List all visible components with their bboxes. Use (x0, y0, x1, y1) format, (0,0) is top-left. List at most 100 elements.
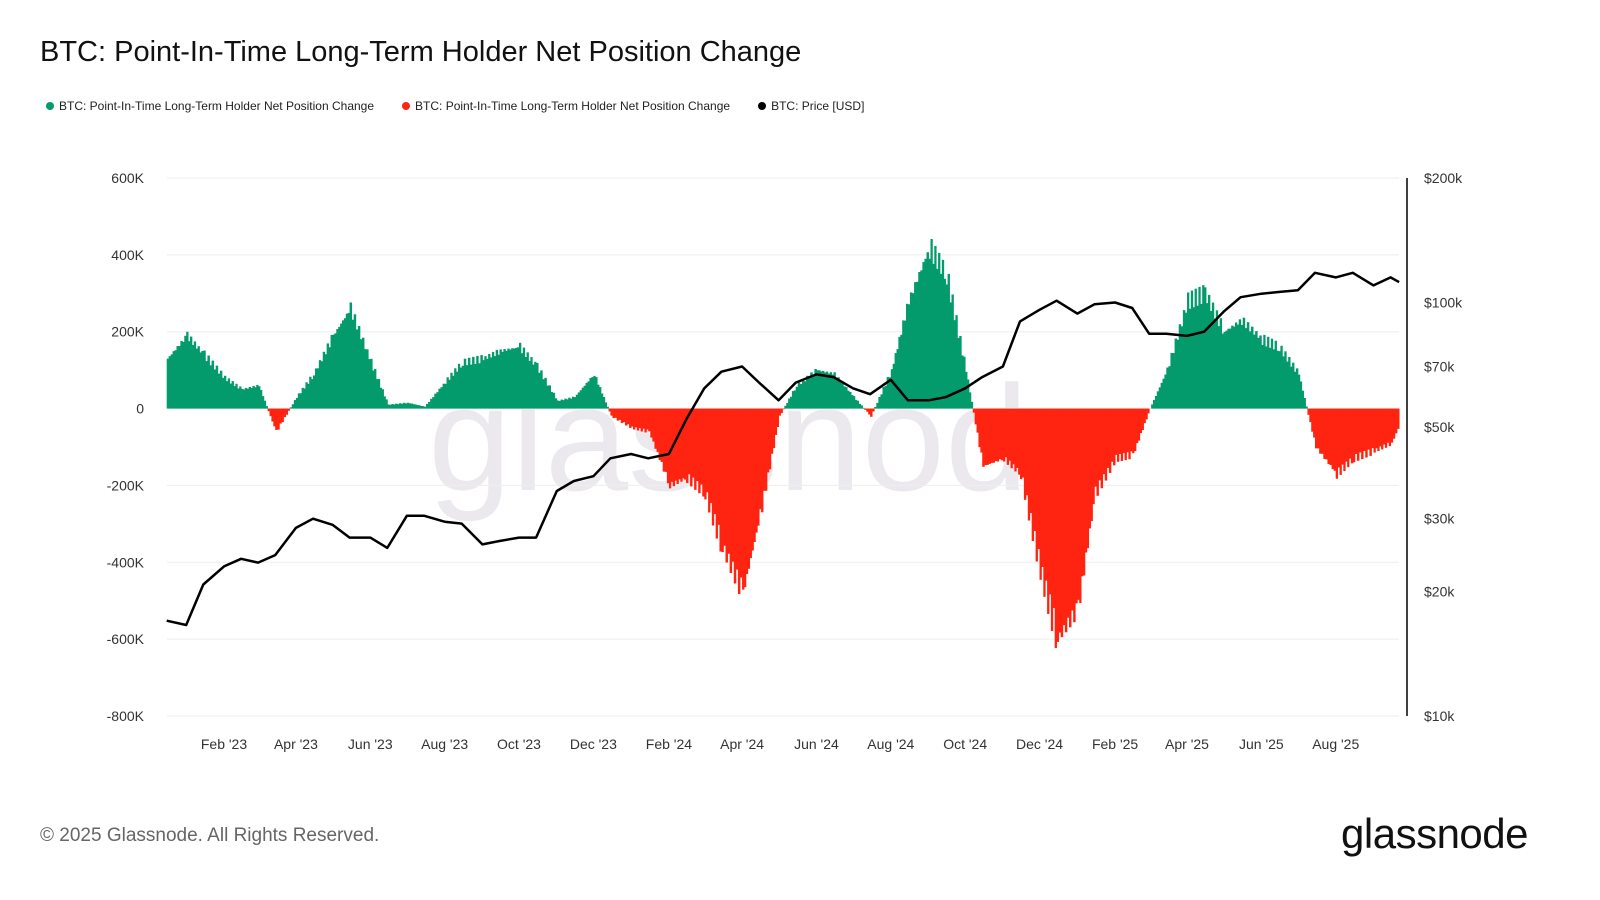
net-bar-positive (168, 356, 172, 409)
net-bar-negative (634, 408, 638, 428)
net-bar-positive (399, 403, 402, 409)
net-bar-positive (862, 407, 865, 409)
net-bar-positive (522, 347, 526, 409)
net-bar-negative (648, 408, 651, 432)
net-bar-positive (440, 387, 443, 409)
legend-item-positive[interactable]: BTC: Point-In-Time Long-Term Holder Net … (46, 99, 374, 113)
net-bar-positive (1174, 338, 1178, 409)
net-bar-positive (593, 375, 596, 409)
net-bar-negative (1041, 408, 1044, 567)
net-bar-negative (281, 408, 284, 423)
net-bar-negative (646, 408, 649, 430)
net-bar-positive (886, 377, 890, 409)
net-bar-positive (361, 337, 365, 409)
net-bar-positive (801, 379, 805, 409)
net-bar-positive (912, 293, 915, 409)
net-bar-negative (1356, 408, 1360, 461)
net-bar-positive (957, 337, 960, 409)
net-bar-positive (947, 273, 950, 409)
net-bar-positive (1234, 322, 1238, 409)
net-bar-positive (806, 375, 809, 409)
net-bar-negative (740, 408, 743, 578)
net-bar-positive (463, 358, 467, 409)
net-bar-positive (505, 350, 508, 409)
net-bar-negative (1075, 408, 1078, 604)
net-bar-negative (620, 408, 624, 424)
net-bar-positive (1162, 378, 1165, 409)
net-bar-positive (1246, 322, 1250, 409)
net-bar-negative (763, 408, 766, 491)
net-bar-negative (1066, 408, 1070, 618)
net-bar-positive (793, 390, 797, 409)
net-bar-positive (1170, 352, 1173, 409)
net-bar-positive (186, 331, 189, 409)
legend-label: BTC: Point-In-Time Long-Term Holder Net … (59, 99, 375, 113)
net-bar-positive (808, 378, 811, 409)
legend-item-negative[interactable]: BTC: Point-In-Time Long-Term Holder Net … (402, 99, 730, 113)
legend-label: BTC: Point-In-Time Long-Term Holder Net … (415, 99, 731, 113)
net-bar-negative (654, 408, 657, 449)
net-bar-positive (221, 377, 225, 409)
net-bar-positive (1280, 345, 1283, 409)
net-bar-positive (418, 405, 421, 409)
axes: 600K 400K 200K 0 -200K -400K -600K -800K $200k $1… (107, 170, 1464, 752)
net-bar-negative (1307, 408, 1310, 415)
net-bar-negative (1349, 408, 1352, 459)
net-bar-positive (420, 405, 423, 409)
net-bar-negative (972, 408, 976, 413)
net-bar-negative (1048, 408, 1052, 595)
net-bar-positive (540, 370, 543, 409)
net-bar-negative (612, 408, 615, 419)
net-bar-negative (1390, 408, 1394, 443)
net-bar-positive (1194, 288, 1197, 409)
net-bar-negative (1384, 408, 1388, 448)
net-bar-positive (1248, 331, 1252, 409)
net-bar-positive (242, 389, 246, 409)
net-bar-positive (552, 392, 556, 409)
net-bar-positive (1164, 374, 1167, 409)
net-bar-positive (791, 391, 795, 409)
net-bar-negative (774, 408, 778, 435)
net-bar-positive (518, 342, 522, 409)
net-bar-positive (190, 336, 193, 409)
net-bar-positive (197, 346, 200, 409)
legend-item-price[interactable]: BTC: Price [USD] (758, 99, 864, 113)
net-bar-negative (610, 408, 613, 416)
net-bar-negative (1137, 408, 1141, 441)
net-bar-positive (229, 383, 232, 409)
net-bar-negative (283, 408, 286, 418)
net-bar-positive (581, 387, 585, 409)
net-bar-positive (532, 364, 535, 409)
net-bar-positive (570, 398, 573, 409)
net-bar-negative (735, 408, 739, 570)
net-bar-positive (534, 361, 537, 409)
net-bar-negative (1327, 408, 1330, 465)
net-bar-positive (1151, 404, 1154, 409)
net-bar-positive (343, 318, 347, 409)
net-bar-positive (1259, 335, 1262, 409)
net-bar-positive (916, 281, 919, 409)
net-bar-positive (604, 402, 608, 409)
net-bar-negative (1145, 408, 1148, 420)
net-bar-positive (191, 344, 195, 409)
x-tick-label: Aug '23 (421, 736, 468, 752)
net-bar-positive (1198, 286, 1201, 409)
net-bar-positive (896, 349, 899, 409)
net-bar-negative (1339, 408, 1342, 475)
net-bar-positive (858, 403, 861, 409)
net-bar-positive (845, 387, 848, 409)
net-bar-positive (943, 278, 947, 409)
net-bar-negative (1108, 408, 1112, 473)
net-bar-positive (395, 403, 398, 409)
y-left-tick-label: 600K (111, 170, 144, 186)
net-bar-negative (1000, 408, 1004, 461)
net-bar-negative (1381, 408, 1384, 450)
net-bar-negative (1333, 408, 1337, 471)
net-bar-positive (918, 272, 921, 409)
net-bar-positive (490, 357, 493, 409)
net-bar-positive (924, 258, 927, 409)
net-bar-positive (334, 333, 337, 409)
net-bar-negative (1311, 408, 1314, 432)
net-bar-negative (757, 408, 760, 526)
